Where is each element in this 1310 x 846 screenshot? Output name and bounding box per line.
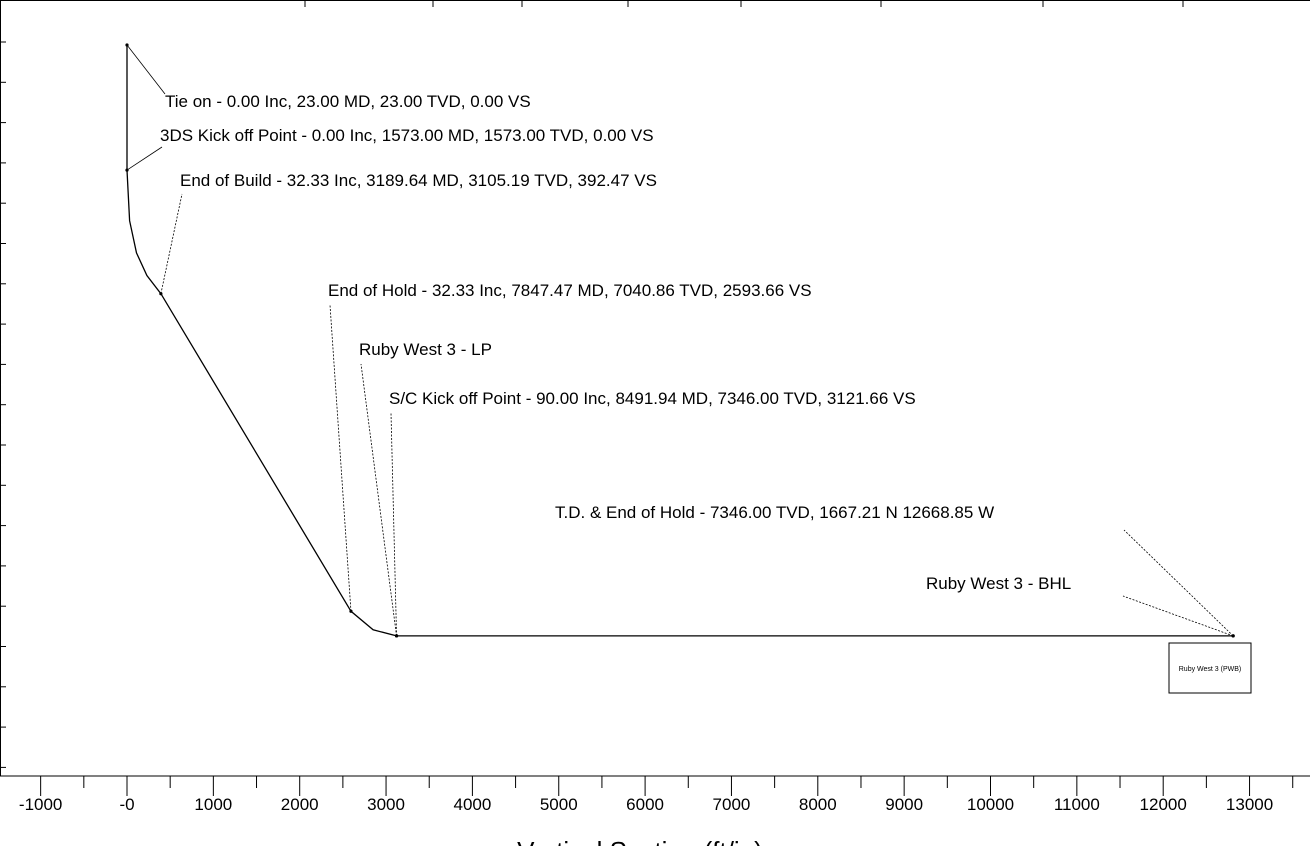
- annotations: Tie on - 0.00 Inc, 23.00 MD, 23.00 TVD, …: [160, 92, 1071, 593]
- x-tick-label: 1000: [194, 795, 232, 814]
- annotation-label: Ruby West 3 - LP: [359, 340, 492, 359]
- trajectory-line: [126, 45, 1234, 637]
- annotation-leaders: [126, 44, 1234, 637]
- x-tick-label: 11000: [1054, 795, 1100, 814]
- x-tick-label: 4000: [453, 795, 491, 814]
- survey-point: [125, 43, 129, 47]
- survey-point: [349, 609, 353, 613]
- leader-line: [1122, 595, 1234, 637]
- well-trajectory: [126, 45, 1234, 637]
- annotation-label: T.D. & End of Hold - 7346.00 TVD, 1667.2…: [555, 503, 994, 522]
- x-tick-label: -1000: [19, 795, 62, 814]
- leader-line: [126, 146, 163, 171]
- x-tick-label: 2000: [281, 795, 319, 814]
- x-tick-label: 5000: [540, 795, 578, 814]
- target-box: Ruby West 3 (PWB): [1168, 642, 1252, 694]
- x-tick-label: 10000: [967, 795, 1014, 814]
- x-tick-label: 6000: [626, 795, 664, 814]
- annotation-label: 3DS Kick off Point - 0.00 Inc, 1573.00 M…: [160, 126, 654, 145]
- plot-frame: [0, 0, 1310, 777]
- annotation-label: Tie on - 0.00 Inc, 23.00 MD, 23.00 TVD, …: [165, 92, 531, 111]
- leader-line: [390, 412, 397, 636]
- survey-markers: [125, 43, 1235, 638]
- annotation-label: S/C Kick off Point - 90.00 Inc, 8491.94 …: [389, 389, 916, 408]
- x-tick-label: 3000: [367, 795, 405, 814]
- leader-line: [360, 363, 397, 636]
- annotation-label: End of Build - 32.33 Inc, 3189.64 MD, 31…: [180, 171, 657, 190]
- survey-point: [159, 292, 163, 296]
- x-axis-tick-labels: -1000 -0 1000 2000 3000 4000 5000 6000 7000 8000 9…: [19, 795, 1273, 814]
- annotation-label: Ruby West 3 - BHL: [926, 574, 1071, 593]
- annotation-label: End of Hold - 32.33 Inc, 7847.47 MD, 704…: [328, 281, 812, 300]
- survey-point: [125, 168, 129, 172]
- leader-line: [1123, 529, 1234, 637]
- x-tick-label: -0: [119, 795, 134, 814]
- x-axis-ticks: [40, 0, 1294, 796]
- x-tick-label: 9000: [885, 795, 923, 814]
- x-axis-title: Vertical Section (ft/in): [517, 836, 763, 846]
- x-tick-label: 13000: [1226, 795, 1273, 814]
- target-label: Ruby West 3 (PWB): [1179, 666, 1242, 673]
- target-rect: [1168, 642, 1252, 694]
- survey-point: [394, 634, 399, 638]
- x-tick-label: 8000: [799, 795, 837, 814]
- x-tick-label: 7000: [713, 795, 751, 814]
- leader-line: [329, 304, 352, 612]
- leader-line: [160, 193, 183, 294]
- y-axis-ticks: [0, 41, 6, 768]
- survey-point: [1231, 634, 1235, 638]
- x-tick-label: 12000: [1140, 795, 1187, 814]
- leader-line: [126, 44, 166, 95]
